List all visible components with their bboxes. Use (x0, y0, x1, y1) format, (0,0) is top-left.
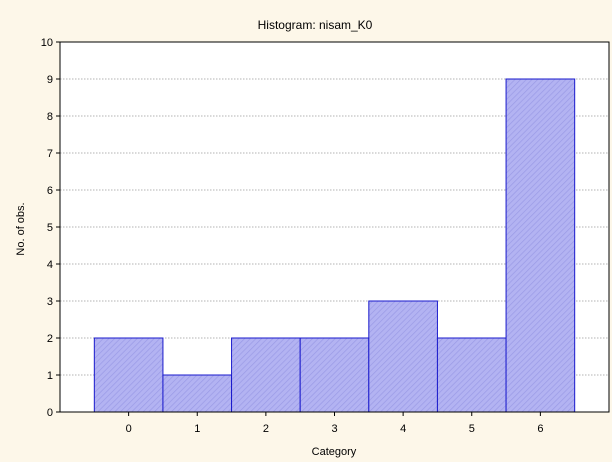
x-tick-label: 4 (400, 423, 406, 435)
y-tick-label: 4 (47, 259, 53, 271)
bar-category-0 (93, 337, 164, 413)
x-tick-label: 1 (194, 423, 200, 435)
bar-category-4 (368, 300, 438, 413)
y-tick-label: 10 (41, 37, 53, 49)
bar-category-1 (162, 374, 233, 413)
y-tick-label: 1 (47, 370, 53, 382)
y-tick-label: 7 (47, 148, 53, 160)
y-tick-label: 5 (47, 222, 53, 234)
x-axis-title: Category (312, 446, 357, 458)
bar-category-6 (505, 78, 576, 413)
x-tick-label: 6 (537, 423, 543, 435)
x-tick-label: 3 (331, 423, 337, 435)
x-tick-label: 0 (126, 423, 132, 435)
y-tick-label: 3 (47, 296, 53, 308)
y-axis-title: No. of obs. (15, 202, 27, 255)
chart-title: Histogram: nisam_K0 (258, 18, 373, 32)
bar-category-3 (299, 337, 370, 413)
x-tick-label: 5 (469, 423, 475, 435)
y-tick-label: 8 (47, 111, 53, 123)
bar-category-5 (436, 337, 507, 413)
y-tick-label: 9 (47, 74, 53, 86)
bar-category-2 (231, 337, 301, 413)
y-tick-label: 0 (47, 407, 53, 419)
y-tick-label: 6 (47, 185, 53, 197)
y-tick-label: 2 (47, 333, 53, 345)
x-tick-label: 2 (263, 423, 269, 435)
y-tick-labels: 0 1 2 3 4 5 6 7 8 9 10 (41, 37, 60, 419)
bars (93, 78, 576, 413)
x-tick-labels: 0 1 2 3 4 5 6 (126, 412, 543, 435)
